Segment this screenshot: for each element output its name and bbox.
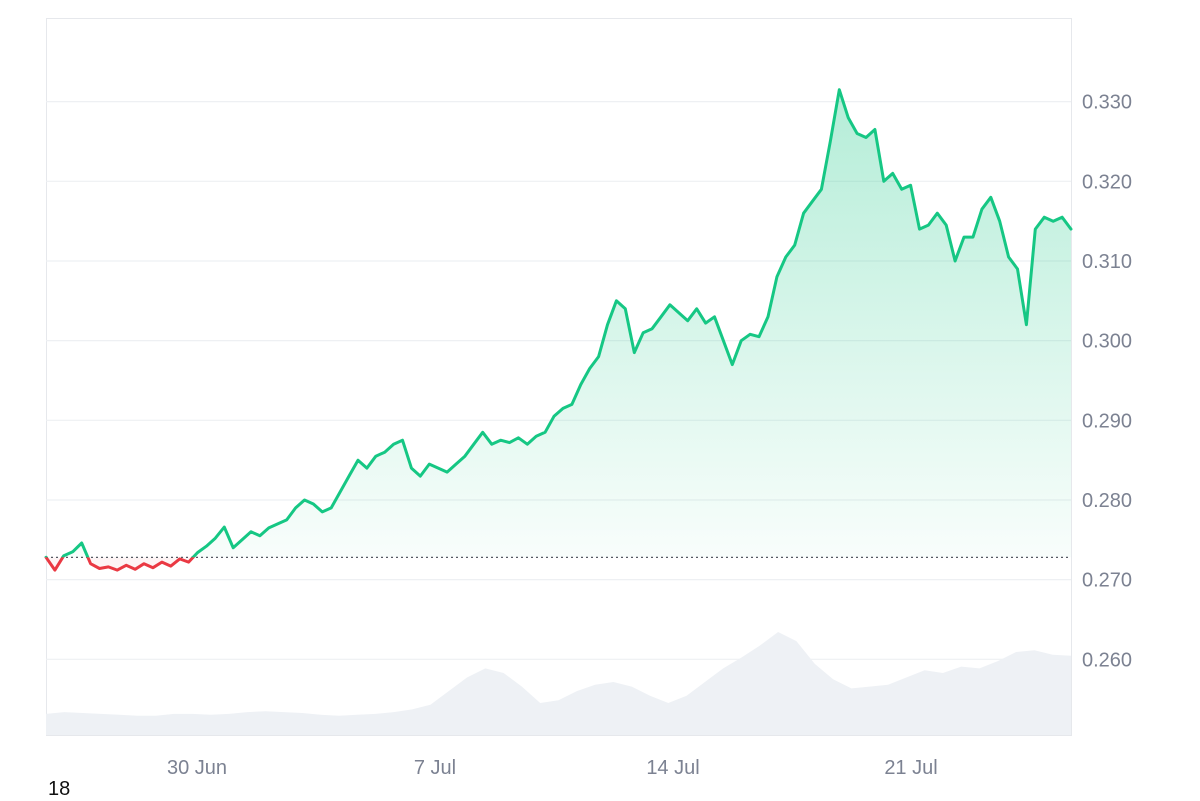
price-fill <box>46 89 1071 571</box>
price-line-up <box>44 88 1073 558</box>
volume-area <box>46 632 1071 735</box>
price-fill-up <box>46 89 1071 558</box>
y-tick-label: 0.260 <box>1082 649 1132 671</box>
x-tick-label: 14 Jul <box>646 757 699 779</box>
y-tick-label: 0.310 <box>1082 251 1132 273</box>
x-axis-labels: 30 Jun 7 Jul 14 Jul 21 Jul <box>167 757 938 779</box>
volume-shape <box>46 632 1071 735</box>
y-tick-label: 0.280 <box>1082 490 1132 512</box>
y-tick-label: 0.270 <box>1082 570 1132 592</box>
price-fill-down <box>46 557 194 571</box>
y-tick-label: 0.330 <box>1082 92 1132 114</box>
x-tick-label: 21 Jul <box>884 757 937 779</box>
y-axis-labels: 0.330 0.320 0.310 0.300 0.290 0.280 0.270 0.260 <box>1082 92 1132 672</box>
x-tick-label: 30 Jun <box>167 757 227 779</box>
y-tick-label: 0.290 <box>1082 410 1132 432</box>
corner-label: 18 <box>48 778 71 800</box>
plot-border <box>46 18 1072 736</box>
y-tick-label: 0.300 <box>1082 331 1132 353</box>
y-tick-label: 0.320 <box>1082 171 1132 193</box>
price-line <box>44 88 1073 572</box>
x-tick-label: 7 Jul <box>414 757 456 779</box>
